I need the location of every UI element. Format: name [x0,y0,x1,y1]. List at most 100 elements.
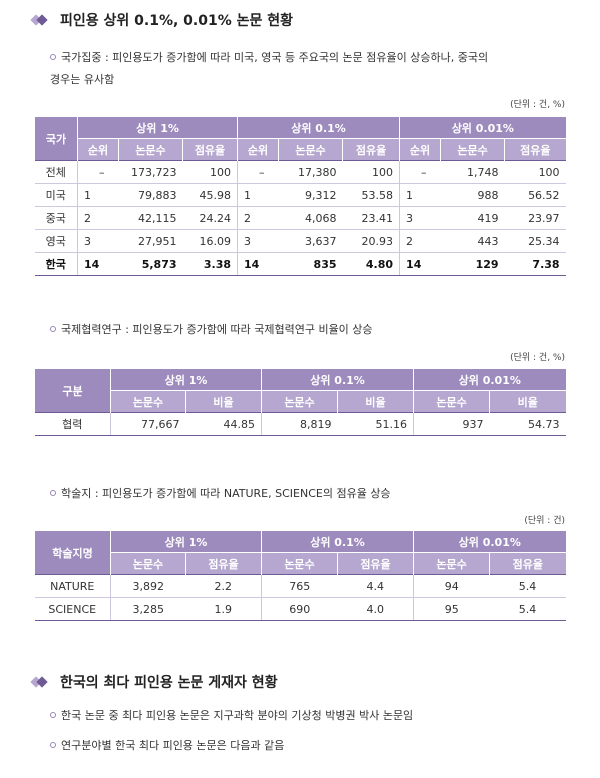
cell-papers: 9,312 [278,183,343,207]
subheader-rank: 순위 [237,138,279,161]
cell-rank: 3 [237,229,279,253]
cell-share: 1.9 [185,597,262,621]
circle-bullet-icon [50,742,56,748]
header-top01: 상위 0.1% [260,368,414,391]
subheader-rank: 순위 [399,138,441,161]
header-top001: 상위 0.01% [399,116,566,139]
subheader-share: 점유율 [504,138,566,161]
subheader-share: 점유율 [336,552,414,575]
header-top01: 상위 0.1% [237,116,400,139]
cell-rank: 1 [237,183,279,207]
cell-papers: 765 [261,574,338,598]
cell-rank: – [77,160,119,184]
cell-papers: 690 [261,597,338,621]
subheader-papers: 논문수 [278,138,343,161]
subheader-papers: 논문수 [110,390,186,413]
cell-country: 한국 [34,252,78,276]
cell-share: 5.4 [489,574,566,598]
subheader-papers: 논문수 [413,390,490,413]
circle-bullet-icon [50,712,56,718]
subheader-share: 점유율 [181,138,238,161]
table-row: SCIENCE 3,285 1.9 690 4.0 95 5.4 [34,597,566,621]
cell-rank: 2 [77,206,119,230]
table-row: 협력 77,667 44.85 8,819 51.16 937 54.73 [34,412,566,436]
cell-rank: 3 [77,229,119,253]
subheader-rank: 순위 [77,138,119,161]
subheader-papers: 논문수 [440,138,505,161]
header-top1: 상위 1% [110,530,262,553]
cell-share: 2.2 [185,574,262,598]
table-row: 전체 – 173,723 100 – 17,380 100 – 1,748 10… [34,160,566,184]
cell-country: 중국 [34,206,78,230]
bullet-text: 한국 논문 중 최다 피인용 논문은 지구과학 분야의 기상청 박병권 박사 논… [61,709,414,722]
cell-category: 협력 [34,412,111,436]
cell-country: 미국 [34,183,78,207]
subheader-papers: 논문수 [110,552,186,575]
cell-papers: 17,380 [278,160,343,184]
cell-papers: 3,637 [278,229,343,253]
circle-bullet-icon [50,326,56,332]
table-journal: 학술지명 상위 1% 상위 0.1% 상위 0.01% 논문수 점유율 논문수 … [34,530,566,621]
cell-share: 16.09 [182,229,238,253]
diamond-bullet-icon [30,675,54,689]
cell-ratio: 44.85 [185,412,262,436]
cell-papers: 129 [440,252,505,276]
bullet-text: 연구분야별 한국 최다 피인용 논문은 다음과 같음 [61,739,285,752]
cell-papers: 173,723 [118,160,183,184]
cell-share: 4.80 [342,252,400,276]
cell-papers: 988 [440,183,505,207]
subheader-share: 점유율 [489,552,566,575]
circle-bullet-icon [50,490,56,496]
header-top01: 상위 0.1% [260,530,414,553]
cell-papers: 27,951 [118,229,183,253]
subheader-ratio: 비율 [336,390,414,413]
cell-country: 전체 [34,160,78,184]
subheader-ratio: 비율 [489,390,566,413]
cell-share: 4.0 [337,597,414,621]
cell-share: 3.38 [182,252,238,276]
subheader-share: 점유율 [342,138,400,161]
cell-papers: 3,892 [110,574,186,598]
cell-papers: 94 [413,574,490,598]
cell-papers: 77,667 [110,412,186,436]
cell-share: 24.24 [182,206,238,230]
bullet-text-cont: 경우는 유사함 [50,73,115,86]
cell-papers: 4,068 [278,206,343,230]
cell-share: 100 [182,160,238,184]
table-row: NATURE 3,892 2.2 765 4.4 94 5.4 [34,574,566,598]
cell-papers: 835 [278,252,343,276]
table-row: 미국 1 79,883 45.98 1 9,312 53.58 1 988 56… [34,183,566,207]
header-top001: 상위 0.01% [413,530,566,553]
subheader-papers: 논문수 [118,138,183,161]
cell-papers: 937 [413,412,490,436]
cell-share: 4.4 [337,574,414,598]
section-title: 한국의 최다 피인용 논문 게재자 현황 [60,675,278,691]
cell-journal: SCIENCE [34,597,111,621]
unit-label: (단위 : 건) [524,516,565,526]
diamond-bullet-icon [30,13,54,27]
header-top1: 상위 1% [110,368,262,391]
bullet-journal: 학술지 : 피인용도가 증가함에 따라 NATURE, SCIENCE의 점유율… [50,483,391,505]
cell-share: 23.41 [342,206,400,230]
bullet-top-paper: 한국 논문 중 최다 피인용 논문은 지구과학 분야의 기상청 박병권 박사 논… [50,705,413,727]
bullet-collab: 국제협력연구 : 피인용도가 증가함에 따라 국제협력연구 비율이 상승 [50,319,373,341]
cell-share: 20.93 [342,229,400,253]
cell-share: 5.4 [489,597,566,621]
cell-papers: 443 [440,229,505,253]
cell-rank: – [237,160,279,184]
header-journal: 학술지명 [34,530,111,575]
cell-ratio: 54.73 [489,412,566,436]
section-heading: 한국의 최다 피인용 논문 게재자 현황 [30,672,278,692]
table-country-share: 국가 상위 1% 상위 0.1% 상위 0.01% 순위 논문수 점유율 순위 … [34,116,566,276]
cell-papers: 79,883 [118,183,183,207]
cell-papers: 3,285 [110,597,186,621]
header-category: 구분 [34,368,111,413]
cell-share: 25.34 [504,229,566,253]
table-collab: 구분 상위 1% 상위 0.1% 상위 0.01% 논문수 비율 논문수 비율 … [34,368,566,436]
cell-rank: 14 [237,252,279,276]
unit-label: (단위 : 건, %) [510,353,565,363]
cell-papers: 1,748 [440,160,505,184]
table-row-korea: 한국 14 5,873 3.38 14 835 4.80 14 129 7.38 [34,252,566,276]
bullet-text: 학술지 : 피인용도가 증가함에 따라 NATURE, SCIENCE의 점유율… [61,487,391,500]
circle-bullet-icon [50,54,56,60]
